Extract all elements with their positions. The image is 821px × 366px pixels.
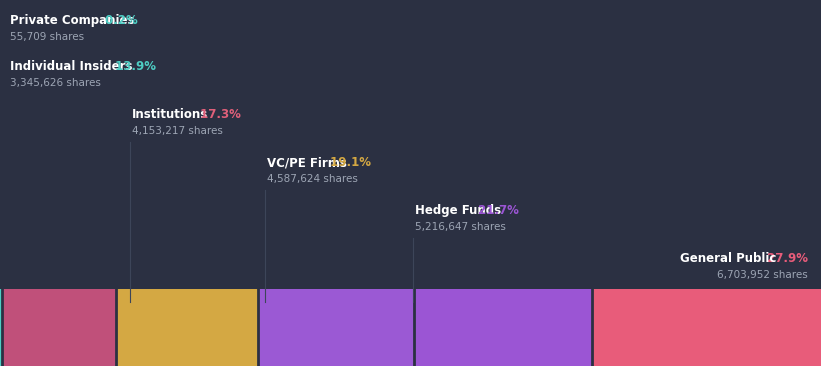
Bar	[0, 289, 2, 366]
Bar	[592, 289, 821, 366]
Text: 55,709 shares: 55,709 shares	[10, 32, 84, 42]
Text: 4,153,217 shares: 4,153,217 shares	[132, 126, 222, 136]
Bar	[116, 289, 258, 366]
Text: 6,703,952 shares: 6,703,952 shares	[718, 270, 808, 280]
Text: 17.3%: 17.3%	[196, 108, 241, 121]
Text: 13.9%: 13.9%	[112, 60, 156, 73]
Text: 0.2%: 0.2%	[101, 14, 137, 27]
Text: VC/PE Firms: VC/PE Firms	[267, 156, 347, 169]
Text: General Public: General Public	[680, 252, 776, 265]
Text: 21.7%: 21.7%	[474, 204, 519, 217]
Text: Private Companies: Private Companies	[10, 14, 135, 27]
Bar	[258, 289, 414, 366]
Text: 19.1%: 19.1%	[326, 156, 371, 169]
Bar	[2, 289, 116, 366]
Bar	[414, 289, 592, 366]
Text: Institutions: Institutions	[132, 108, 209, 121]
Text: 5,216,647 shares: 5,216,647 shares	[415, 222, 506, 232]
Text: Hedge Funds: Hedge Funds	[415, 204, 501, 217]
Text: Individual Insiders: Individual Insiders	[10, 60, 132, 73]
Text: 4,587,624 shares: 4,587,624 shares	[267, 174, 358, 184]
Text: 27.9%: 27.9%	[763, 252, 808, 265]
Text: 3,345,626 shares: 3,345,626 shares	[10, 78, 101, 88]
